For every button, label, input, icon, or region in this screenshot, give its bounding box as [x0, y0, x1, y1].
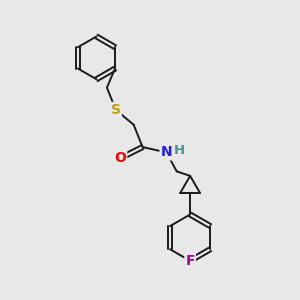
Text: H: H	[173, 143, 184, 157]
Text: S: S	[111, 103, 121, 117]
Text: F: F	[185, 254, 195, 268]
Text: O: O	[114, 151, 126, 165]
Text: N: N	[160, 146, 172, 159]
